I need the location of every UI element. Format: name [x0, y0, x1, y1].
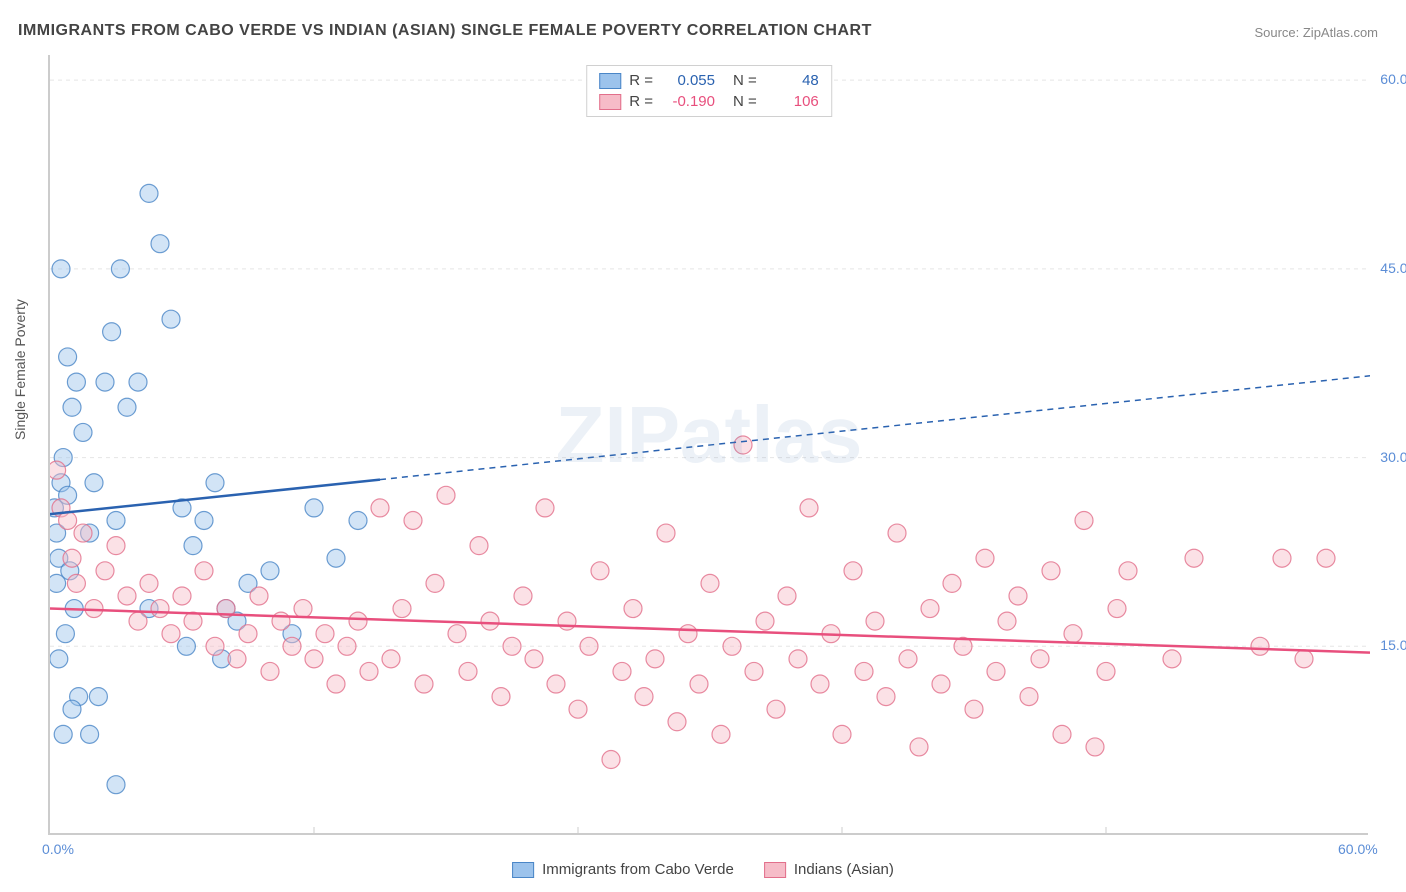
source-label: Source: ZipAtlas.com — [1254, 25, 1378, 40]
legend-r-label: R = — [629, 93, 653, 110]
bottom-legend-item-1: Indians (Asian) — [764, 861, 894, 878]
legend-r-value-1: -0.190 — [661, 93, 715, 110]
legend-swatch-1 — [599, 94, 621, 110]
x-tick-label: 0.0% — [42, 841, 74, 857]
legend-swatch-0 — [599, 73, 621, 89]
legend-row-series-1: R = -0.190 N = 106 — [599, 91, 819, 112]
legend-n-label: N = — [733, 93, 757, 110]
x-tick-label: 60.0% — [1338, 841, 1378, 857]
legend-swatch-icon — [512, 862, 534, 878]
legend-swatch-icon — [764, 862, 786, 878]
legend-n-value-0: 48 — [765, 72, 819, 89]
y-tick-label: 60.0% — [1380, 71, 1406, 87]
bottom-legend-label-0: Immigrants from Cabo Verde — [542, 861, 734, 878]
legend-r-label: R = — [629, 72, 653, 89]
legend-row-series-0: R = 0.055 N = 48 — [599, 70, 819, 91]
bottom-legend-item-0: Immigrants from Cabo Verde — [512, 861, 734, 878]
legend-n-value-1: 106 — [765, 93, 819, 110]
correlation-legend: R = 0.055 N = 48 R = -0.190 N = 106 — [586, 65, 832, 117]
legend-n-label: N = — [733, 72, 757, 89]
chart-title: IMMIGRANTS FROM CABO VERDE VS INDIAN (AS… — [18, 22, 872, 40]
bottom-legend: Immigrants from Cabo Verde Indians (Asia… — [512, 861, 894, 878]
plot-area: R = 0.055 N = 48 R = -0.190 N = 106 ZIPa… — [48, 55, 1368, 835]
y-tick-label: 45.0% — [1380, 260, 1406, 276]
y-tick-label: 30.0% — [1380, 449, 1406, 465]
y-axis-label: Single Female Poverty — [12, 299, 28, 440]
chart-container: IMMIGRANTS FROM CABO VERDE VS INDIAN (AS… — [0, 0, 1406, 892]
scatter-svg — [50, 55, 1370, 835]
legend-r-value-0: 0.055 — [661, 72, 715, 89]
y-tick-label: 15.0% — [1380, 637, 1406, 653]
bottom-legend-label-1: Indians (Asian) — [794, 861, 894, 878]
